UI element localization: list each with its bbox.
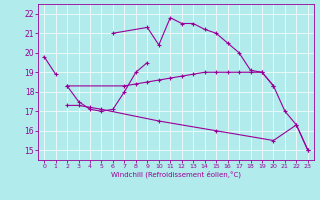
X-axis label: Windchill (Refroidissement éolien,°C): Windchill (Refroidissement éolien,°C) — [111, 171, 241, 178]
